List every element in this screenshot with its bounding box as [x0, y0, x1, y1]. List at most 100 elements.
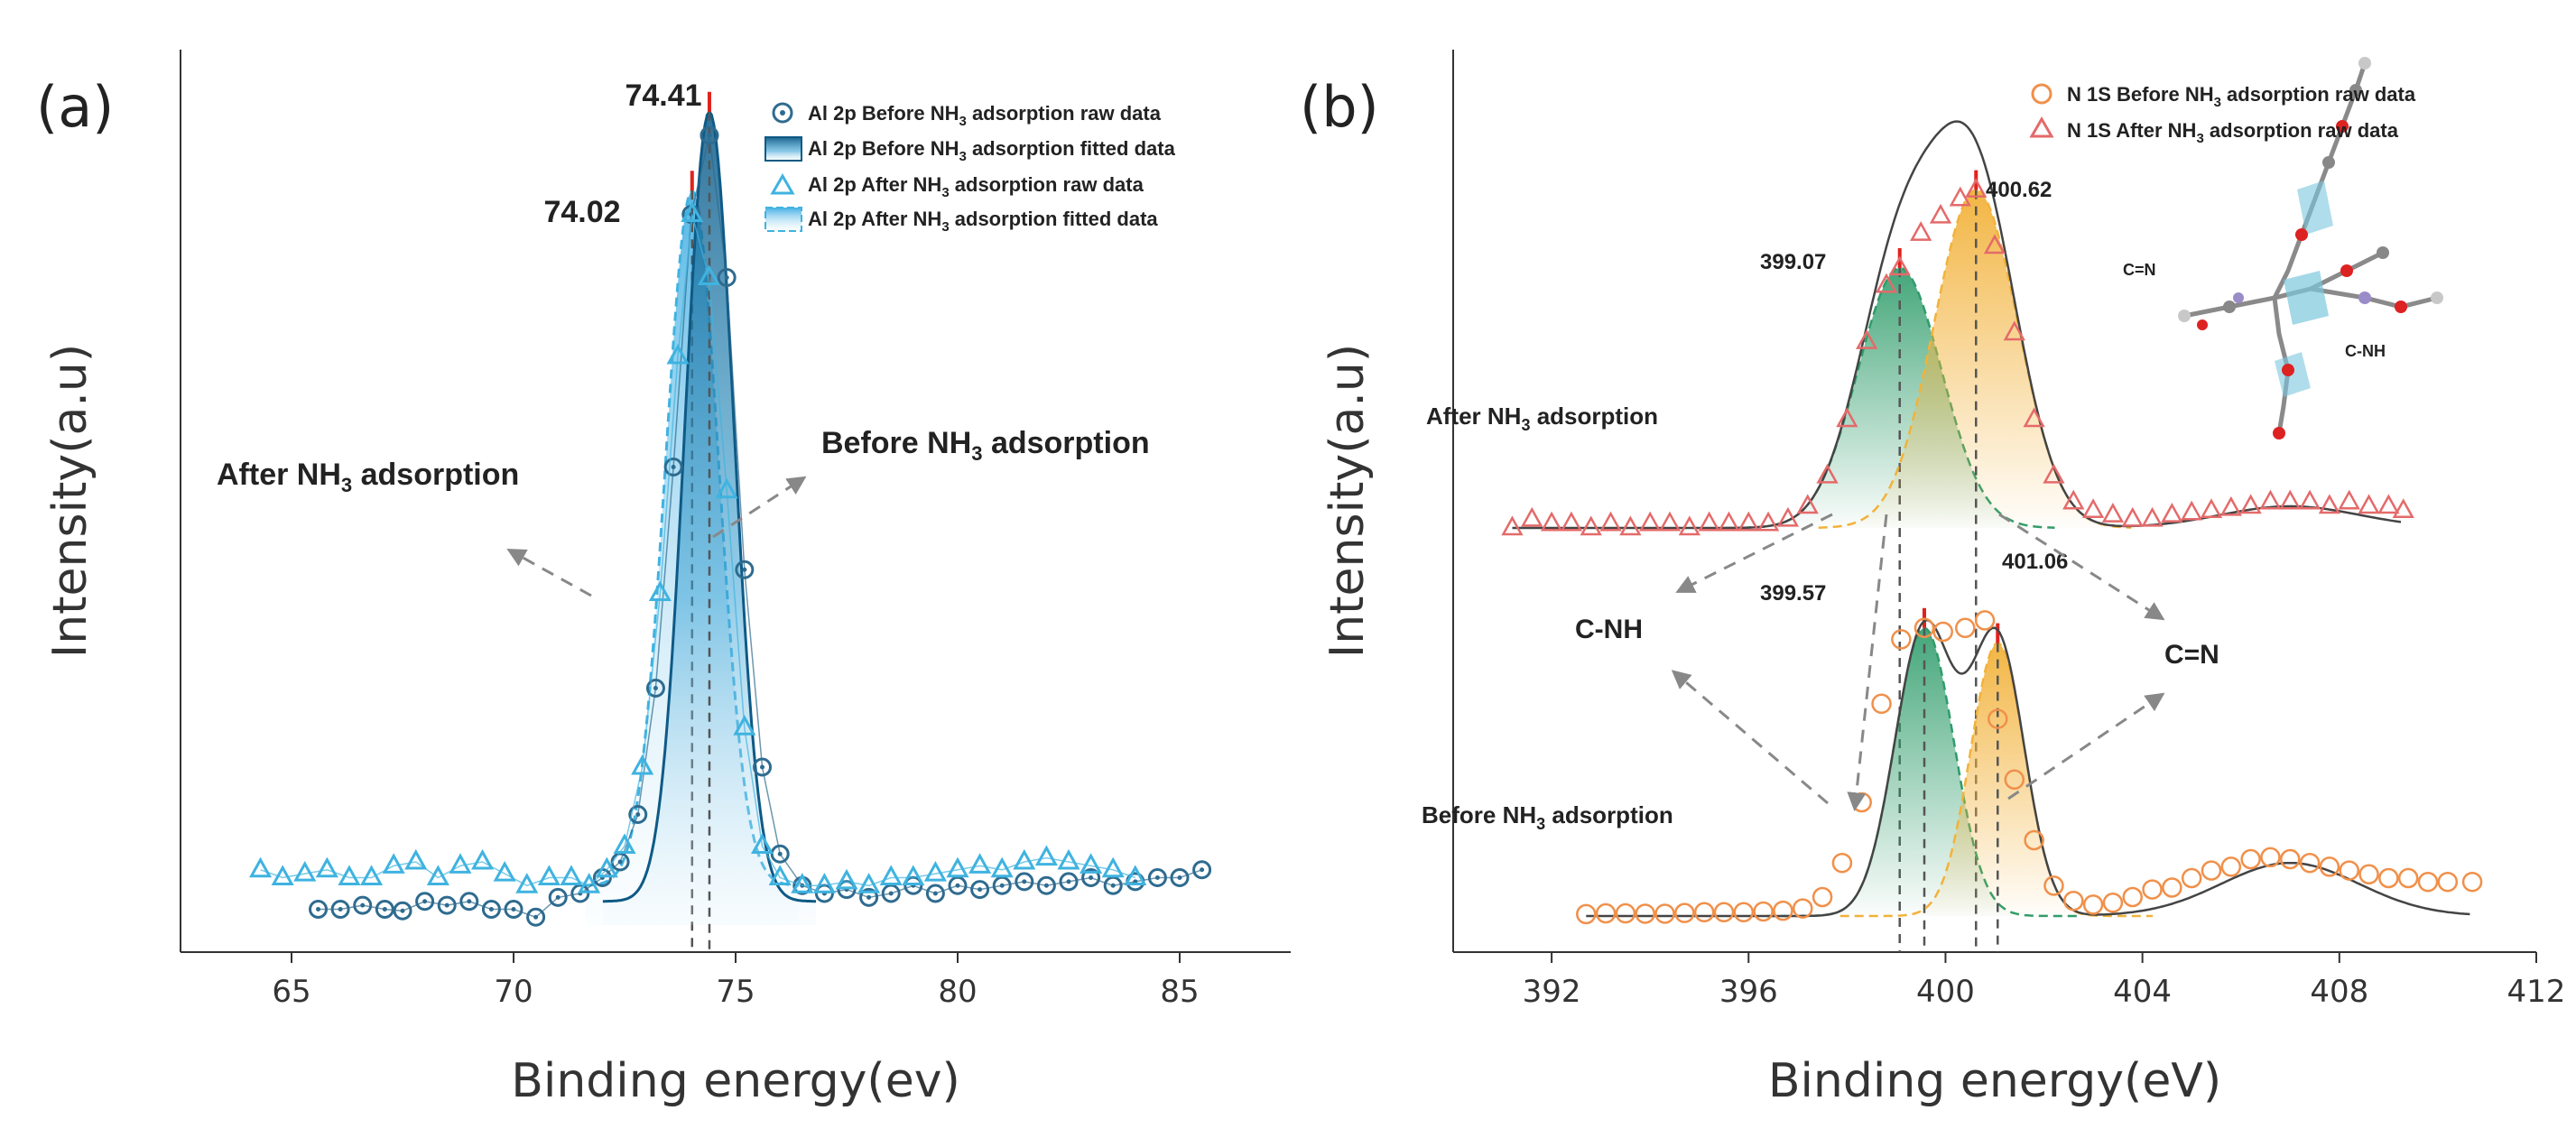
arrow-before-cn — [2007, 692, 2165, 800]
data-point-after-b — [2219, 495, 2242, 516]
data-point-center-a — [338, 907, 343, 912]
data-point-center-a — [1066, 879, 1071, 884]
data-point-after-a — [681, 201, 704, 222]
data-point-after-b — [2279, 489, 2302, 510]
data-point-center-a — [635, 812, 641, 817]
data-point-center-a — [360, 902, 366, 908]
data-point-before-a — [548, 887, 568, 907]
data-point-after-a — [715, 477, 738, 499]
data-point-after-a — [648, 580, 672, 601]
data-point-after-b — [1560, 511, 1583, 532]
data-point-before-a — [1170, 868, 1190, 887]
data-point-after-a — [1057, 848, 1080, 870]
data-point-before-a — [628, 805, 648, 824]
peak-label-399-57: 399.57 — [1760, 581, 1826, 606]
data-point-after-a — [449, 853, 472, 874]
data-point-after-b — [1756, 511, 1780, 532]
data-point-before-a — [504, 900, 524, 919]
data-point-after-b — [2318, 494, 2341, 514]
data-point-before-b — [1773, 900, 1793, 921]
x-tick-label-b: 404 — [2113, 974, 2172, 1010]
data-point-before-a — [970, 880, 990, 900]
legend-after-raw-b: N 1S After NH3 adsorption raw data — [2067, 119, 2399, 146]
data-point-before-a — [753, 757, 773, 777]
peak-label-400-62: 400.62 — [1986, 178, 2052, 202]
data-point-after-b — [1888, 255, 1911, 276]
data-point-center-a — [671, 465, 676, 469]
annotations-a: 74.41 74.02 After NH3 adsorption Before … — [217, 79, 1150, 597]
data-point-before-a — [1192, 860, 1212, 880]
arrow-after-cnh — [1675, 513, 1833, 593]
data-point-before-a — [1147, 868, 1167, 887]
data-point-after-a — [946, 856, 969, 878]
data-point-center-a — [724, 275, 729, 280]
data-point-after-b — [1639, 511, 1662, 532]
data-point-before-a — [735, 560, 755, 579]
after-adsorption-label-b: After NH3 adsorption — [1426, 403, 1658, 434]
data-point-after-b — [2259, 489, 2282, 510]
data-point-after-b — [1875, 273, 1898, 293]
legend-swatch-before-fit-a — [764, 136, 802, 162]
data-point-after-b — [1580, 515, 1602, 536]
panel-label-a: (a) — [36, 74, 114, 140]
legend-after-fit-a: Al 2p After NH3 adsorption fitted data — [808, 208, 1158, 235]
data-point-after-b — [1599, 511, 1622, 532]
panel-label-b: (b) — [1300, 74, 1379, 140]
x-tick-label-a: 70 — [494, 974, 533, 1010]
data-point-after-b — [1521, 506, 1543, 527]
legend-marker-before-raw-a — [772, 102, 793, 124]
data-point-after-b — [1910, 221, 1932, 241]
x-tick-label-b: 408 — [2310, 974, 2368, 1010]
data-point-after-b — [2377, 494, 2400, 514]
x-tick-label-a: 65 — [272, 974, 310, 1010]
x-tick-label-b: 392 — [1523, 974, 1581, 1010]
component-line-b — [1839, 642, 2154, 918]
data-point-center-a — [999, 883, 1005, 888]
data-point-after-b — [2298, 489, 2321, 510]
data-point-after-a — [968, 853, 992, 874]
arrow-after-cn — [1998, 513, 2165, 621]
data-point-before-b — [2397, 867, 2419, 889]
data-point-before-b — [1674, 902, 1695, 923]
data-point-after-a — [879, 865, 903, 885]
data-point-center-a — [777, 851, 783, 856]
data-point-after-b — [2392, 498, 2414, 519]
data-point-after-b — [1816, 463, 1839, 484]
data-point-after-a — [560, 865, 583, 885]
data-point-before-a — [330, 900, 350, 919]
data-point-center-a — [617, 859, 623, 865]
plot-area-a — [249, 91, 1212, 952]
data-point-before-b — [2043, 875, 2064, 896]
legend-swatch-after-fit-a — [764, 207, 802, 232]
data-point-after-b — [2161, 503, 2183, 523]
arrow-before-cnh — [1847, 514, 1888, 812]
data-point-center-a — [382, 907, 387, 912]
data-point-before-b — [2102, 893, 2124, 913]
raw-line-a — [260, 214, 1136, 887]
data-point-center-a — [1022, 879, 1027, 884]
component-fill-b — [1766, 627, 2082, 916]
data-point-before-a — [717, 268, 737, 287]
legend-marker-before-raw-b — [2031, 83, 2052, 105]
data-point-after-b — [1949, 186, 1971, 207]
data-point-after-b — [2141, 506, 2164, 527]
data-point-before-b — [2142, 879, 2163, 900]
data-point-after-a — [613, 833, 636, 854]
data-point-after-a — [1034, 845, 1058, 866]
data-point-before-b — [1733, 902, 1755, 923]
data-point-center-a — [444, 902, 449, 908]
data-point-before-b — [1793, 898, 1813, 919]
c-nh-label: C-NH — [1575, 615, 1643, 644]
data-point-before-a — [481, 900, 501, 919]
data-point-after-b — [2200, 498, 2223, 519]
peak-label-74-41: 74.41 — [625, 79, 701, 113]
peak-label-74-02: 74.02 — [543, 195, 620, 229]
data-point-after-a — [249, 856, 273, 878]
data-point-center-a — [653, 686, 658, 690]
annotations-b: 399.07 400.62 399.57 401.06 After NH3 ad… — [1422, 178, 2219, 833]
data-point-before-b — [2461, 871, 2483, 893]
data-point-before-a — [645, 679, 665, 698]
data-point-after-b — [2358, 494, 2380, 514]
c-n-label: C=N — [2164, 640, 2219, 670]
